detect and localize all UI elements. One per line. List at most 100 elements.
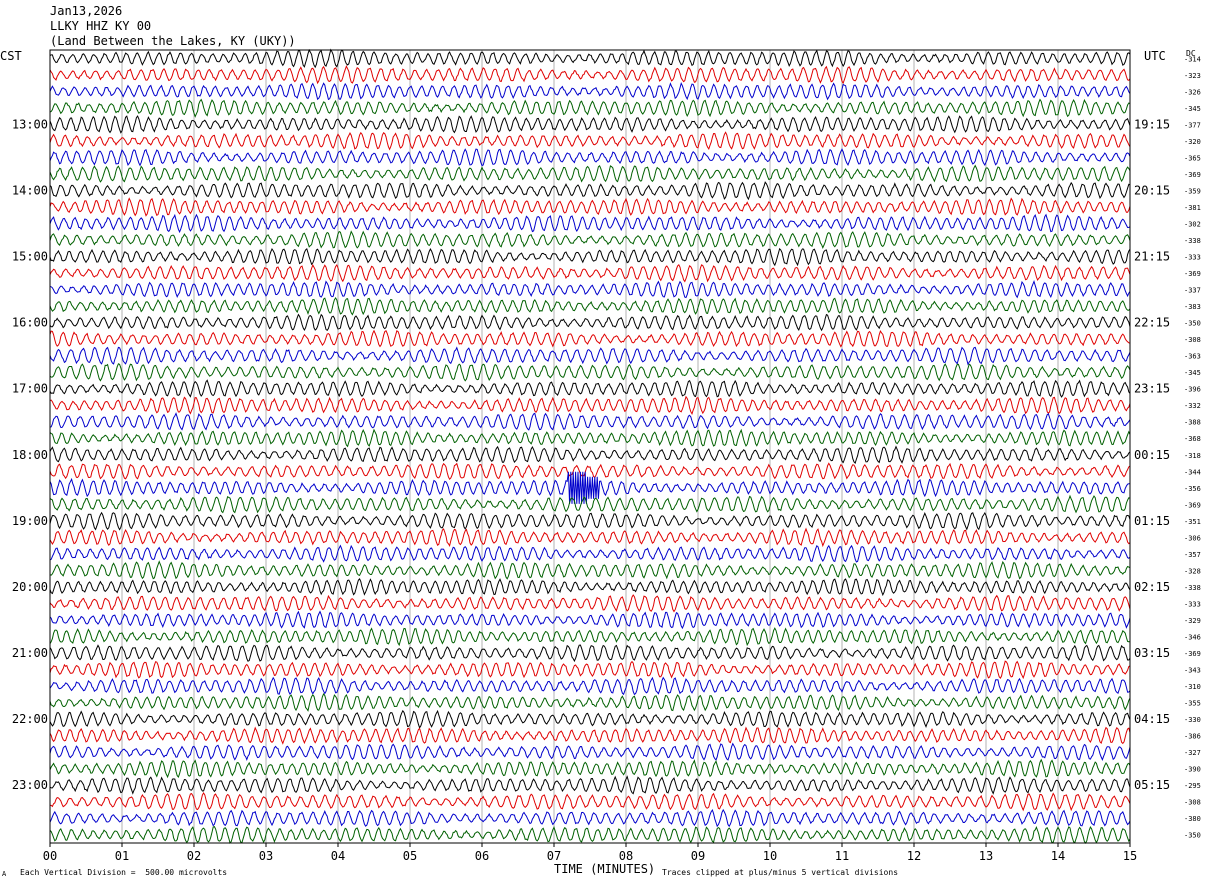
dc-offset-label: -363 [1184,353,1201,361]
trace-row [49,247,1131,267]
right-time-labels: 19:15 20:15 21:15 22:15 23:15 00:15 01:15 02:15… [1134,117,1170,792]
dc-offset-label: -328 [1184,567,1201,575]
dc-offset-label: -308 [1184,336,1201,344]
trace-row [49,263,1131,283]
dc-offset-label: -381 [1184,204,1201,212]
trace-row [49,676,1131,696]
right-hour-label: 05:15 [1134,778,1170,792]
trace-row [49,726,1131,745]
dc-offset-label: -365 [1184,154,1201,162]
dc-offset-label: -368 [1184,435,1201,443]
dc-offset-label: -345 [1184,369,1201,377]
trace-row [49,346,1131,366]
trace-row [49,471,1131,504]
x-tick-label: 14 [1051,849,1065,863]
left-hour-label: 15:00 [12,250,48,264]
left-timezone: CST [0,49,22,63]
trace-row [49,494,1131,514]
x-tick-label: 04 [331,849,345,863]
trace-row [49,825,1131,845]
x-tick-label: 10 [763,849,777,863]
corner-mark: A [2,870,7,878]
dc-offset-label: -357 [1184,551,1201,559]
right-hour-label: 21:15 [1134,250,1170,264]
left-hour-label: 20:00 [12,580,48,594]
dc-offset-label: -383 [1184,303,1201,311]
trace-row [49,280,1131,299]
left-hour-label: 14:00 [12,183,48,197]
trace-row [49,758,1131,779]
dc-offset-label: -318 [1184,452,1201,460]
x-tick-label: 01 [115,849,129,863]
trace-row [49,48,1131,69]
dc-offset-label: -338 [1184,584,1201,592]
x-tick-label: 07 [547,849,561,863]
dc-offset-label: -338 [1184,237,1201,245]
dc-offset-label: -346 [1184,633,1201,641]
left-hour-label: 21:00 [12,646,48,660]
left-hour-label: 17:00 [12,382,48,396]
x-tick-label: 08 [619,849,633,863]
trace-row [49,808,1131,828]
trace-row [49,296,1131,316]
trace-row [49,379,1131,398]
dc-offset-label: -380 [1184,815,1201,823]
clip-note: Traces clipped at plus/minus 5 vertical … [662,868,899,877]
trace-row [49,412,1131,431]
trace-row [49,709,1131,729]
trace-row [49,131,1131,151]
x-tick-label: 05 [403,849,417,863]
x-tick-label: 11 [835,849,849,863]
plot-frame [49,49,1131,844]
seismic-traces [49,48,1131,845]
dc-offset-label: -310 [1184,683,1201,691]
station-code: LLKY HHZ KY 00 [50,19,152,33]
x-tick-label: 00 [43,849,57,863]
dc-offset-label: -329 [1184,617,1201,625]
trace-row [49,775,1131,795]
dc-offset-label: -355 [1184,700,1201,708]
trace-row [49,197,1131,217]
right-timezone: UTC [1144,49,1166,63]
dc-offset-label: -326 [1184,88,1201,96]
trace-row [49,363,1131,382]
trace-row [49,98,1131,118]
right-hour-label: 19:15 [1134,117,1170,131]
dc-offset-label: -344 [1184,468,1201,476]
x-axis-title: TIME (MINUTES) [554,862,656,876]
trace-row [50,792,1131,812]
x-tick-label: 15 [1123,849,1137,863]
trace-row [49,213,1131,234]
right-hour-label: 23:15 [1134,382,1170,396]
dc-offset-label: -388 [1184,419,1201,427]
trace-row [49,164,1131,183]
trace-row [49,115,1131,134]
minute-gridlines [121,50,1059,843]
dc-offset-label: -350 [1184,320,1201,328]
x-tick-label: 09 [691,849,705,863]
dc-offset-label: -333 [1184,254,1201,262]
x-tick-label: 12 [907,849,921,863]
trace-row [49,742,1131,762]
dc-offset-label: -396 [1184,386,1201,394]
x-tick-label: 06 [475,849,489,863]
dc-offset-label: -369 [1184,171,1201,179]
x-tick-label: 02 [187,849,201,863]
left-hour-label: 23:00 [12,778,48,792]
dc-offset-label: -337 [1184,287,1201,295]
trace-row [49,578,1131,597]
dc-offset-label: -343 [1184,667,1201,675]
trace-row [49,693,1131,712]
dc-offset-label: -327 [1184,749,1201,757]
right-hour-label: 02:15 [1134,580,1170,594]
dc-header: DC [1186,49,1196,58]
trace-row [49,395,1131,416]
dc-offset-label: -295 [1184,782,1201,790]
right-hour-label: 00:15 [1134,448,1170,462]
dc-offset-label: -302 [1184,220,1201,228]
left-hour-label: 19:00 [12,514,48,528]
trace-row [49,511,1131,531]
dc-offset-label: -390 [1184,766,1201,774]
right-hour-label: 20:15 [1134,183,1170,197]
plot-date: Jan13,2026 [50,4,123,18]
